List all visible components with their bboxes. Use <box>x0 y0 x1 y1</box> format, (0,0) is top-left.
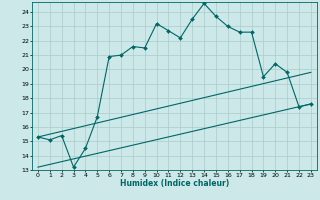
X-axis label: Humidex (Indice chaleur): Humidex (Indice chaleur) <box>120 179 229 188</box>
